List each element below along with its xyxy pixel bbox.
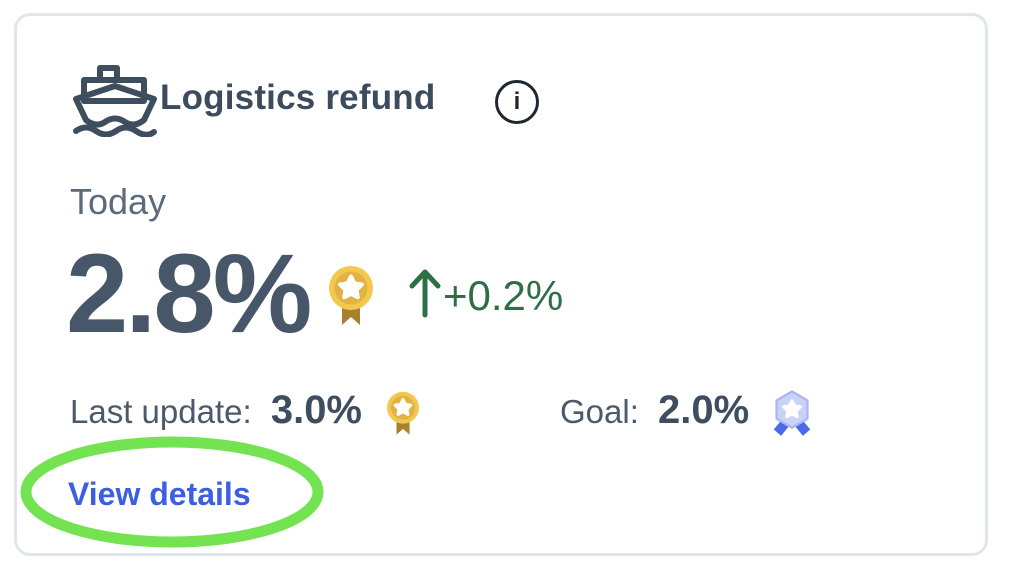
goal-label: Goal: (560, 393, 639, 430)
delta-value: +0.2% (443, 272, 564, 319)
last-update-value: 3.0% (270, 388, 362, 432)
last-update-stat: Last update: 3.0% (70, 384, 421, 439)
goal-value: 2.0% (658, 388, 750, 432)
period-label: Today (70, 181, 167, 222)
last-update-label: Last update: (70, 393, 252, 430)
view-details-link[interactable]: View details (68, 476, 251, 512)
info-icon[interactable]: i (495, 80, 539, 124)
gold-medal-icon (387, 391, 420, 435)
info-glyph: i (513, 88, 521, 115)
up-arrow-icon (409, 269, 441, 318)
hex-ribbon-badge-icon (774, 390, 811, 436)
logistics-refund-card: Logistics refund i Today 2.8% +0.2% Last… (14, 13, 988, 556)
goal-stat: Goal: 2.0% (560, 384, 812, 441)
ship-icon (73, 65, 157, 137)
gold-medal-icon (329, 266, 373, 325)
card-title: Logistics refund (160, 78, 436, 117)
today-value: 2.8% (66, 231, 312, 356)
